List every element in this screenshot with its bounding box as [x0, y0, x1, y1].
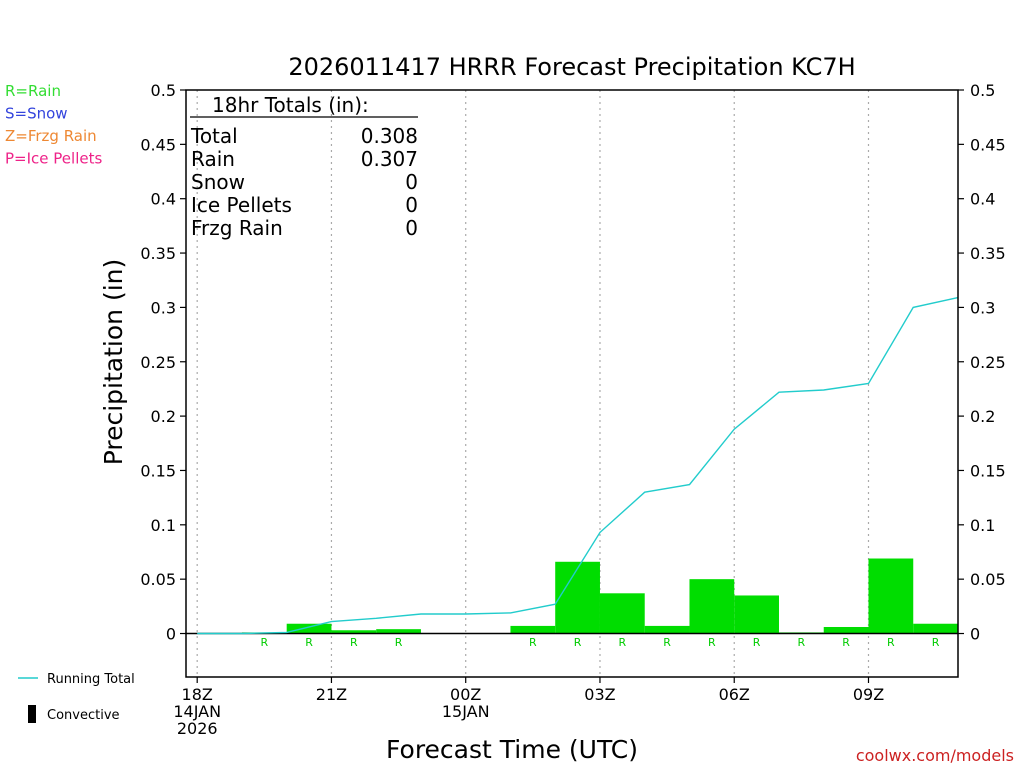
totals-box: 18hr Totals (in): Total 0.308 Rain 0.307 Sno… — [190, 93, 418, 240]
y-tick-label: 0.1 — [151, 516, 176, 535]
totals-value: 0 — [405, 216, 418, 240]
x-tick-label: 09Z — [853, 685, 884, 704]
totals-value: 0.307 — [361, 147, 418, 171]
totals-label: Total — [190, 124, 238, 148]
totals-header: 18hr Totals (in): — [212, 93, 369, 117]
y-tick-label: 0.25 — [140, 353, 176, 372]
precip-bar — [286, 623, 332, 634]
totals-label: Frzg Rain — [191, 216, 283, 240]
precip-bar — [868, 558, 914, 634]
precip-bar — [913, 623, 958, 634]
ptype-legend-entry: P=Ice Pellets — [5, 150, 102, 168]
chart-title: 2026011417 HRRR Forecast Precipitation K… — [288, 53, 855, 81]
x-tick-label: 21Z — [316, 685, 347, 704]
series-legend: Running Total Convective — [18, 672, 135, 723]
x-tick-label: 15JAN — [442, 702, 490, 721]
totals-value: 0 — [405, 193, 418, 217]
ptype-legend-entry: Z=Frzg Rain — [5, 127, 97, 145]
bars-layer — [241, 558, 958, 634]
y-tick-label: 0.1 — [970, 516, 995, 535]
ptype-label: R — [708, 636, 716, 649]
ptype-label: R — [305, 636, 313, 649]
x-tick-label: 00Z — [450, 685, 481, 704]
precip-bar — [599, 593, 645, 634]
ptype-label: R — [932, 636, 940, 649]
y-axis-right: 0 0.05 0.1 0.15 0.2 0.25 0.3 0.35 0.4 0.45 0.5 — [958, 81, 1006, 644]
totals-label: Ice Pellets — [191, 193, 292, 217]
ptype-label: R — [753, 636, 761, 649]
ptype-label: R — [350, 636, 358, 649]
ptype-label: R — [260, 636, 268, 649]
ptype-label: R — [887, 636, 895, 649]
y-tick-label: 0 — [970, 625, 980, 644]
totals-label: Rain — [191, 147, 235, 171]
precip-bar — [734, 595, 779, 634]
y-tick-label: 0.4 — [151, 190, 176, 209]
x-tick-label: 14JAN — [173, 702, 221, 721]
totals-value: 0 — [405, 170, 418, 194]
x-tick-label: 03Z — [584, 685, 615, 704]
precip-bar — [823, 626, 869, 634]
y-tick-label: 0 — [166, 625, 176, 644]
y-tick-label: 0.25 — [970, 353, 1006, 372]
ptype-legend-entry: S=Snow — [5, 105, 68, 123]
y-tick-label: 0.15 — [140, 461, 176, 480]
totals-label: Snow — [191, 170, 245, 194]
gridlines — [196, 90, 870, 677]
y-tick-label: 0.45 — [140, 135, 176, 154]
ptype-label: R — [529, 636, 537, 649]
totals-rows: Total 0.308 Rain 0.307 Snow 0 Ice Pellets 0 Frzg… — [190, 124, 418, 240]
totals-value: 0.308 — [361, 124, 418, 148]
precip-bar — [376, 629, 421, 634]
y-tick-label: 0.35 — [140, 244, 176, 263]
ptype-label: R — [395, 636, 403, 649]
ptype-label: R — [619, 636, 627, 649]
legend-entry-label: Convective — [47, 708, 120, 723]
y-tick-label: 0.3 — [970, 298, 995, 317]
precip-bar — [510, 625, 556, 634]
y-tick-label: 0.45 — [970, 135, 1006, 154]
running-total-line — [197, 296, 959, 635]
precip-bar — [689, 579, 735, 634]
ptype-label: R — [842, 636, 850, 649]
precip-bar — [644, 625, 690, 634]
ptype-label: R — [663, 636, 671, 649]
y-tick-label: 0.35 — [970, 244, 1006, 263]
y-tick-label: 0.4 — [970, 190, 995, 209]
y-tick-label: 0.5 — [151, 81, 176, 100]
x-tick-label: 18Z — [182, 685, 213, 704]
ptype-label: R — [798, 636, 806, 649]
precip-bar — [555, 561, 600, 634]
ptype-label: R — [574, 636, 582, 649]
x-tick-label: 06Z — [719, 685, 750, 704]
y-tick-label: 0.5 — [970, 81, 995, 100]
ptype-legend-entry: R=Rain — [5, 82, 61, 100]
legend-bar-swatch — [28, 705, 36, 723]
precip-type-legend: R=Rain S=Snow Z=Frzg Rain P=Ice Pellets — [5, 82, 102, 168]
y-axis-left: 0 0.05 0.1 0.15 0.2 0.25 0.3 0.35 0.4 0.45 0.5 — [140, 81, 186, 644]
plot-frame — [185, 89, 959, 678]
y-tick-label: 0.2 — [970, 407, 995, 426]
legend-entry-label: Running Total — [47, 672, 135, 687]
y-tick-label: 0.3 — [151, 298, 176, 317]
y-tick-label: 0.2 — [151, 407, 176, 426]
x-tick-label: 2026 — [177, 719, 218, 738]
y-tick-label: 0.05 — [140, 570, 176, 589]
x-axis-label: Forecast Time (UTC) — [386, 735, 638, 764]
credit-text: coolwx.com/models — [856, 746, 1014, 765]
precip-bar — [331, 630, 377, 634]
y-tick-label: 0.05 — [970, 570, 1006, 589]
y-tick-label: 0.15 — [970, 461, 1006, 480]
y-axis-label: Precipitation (in) — [99, 259, 128, 466]
